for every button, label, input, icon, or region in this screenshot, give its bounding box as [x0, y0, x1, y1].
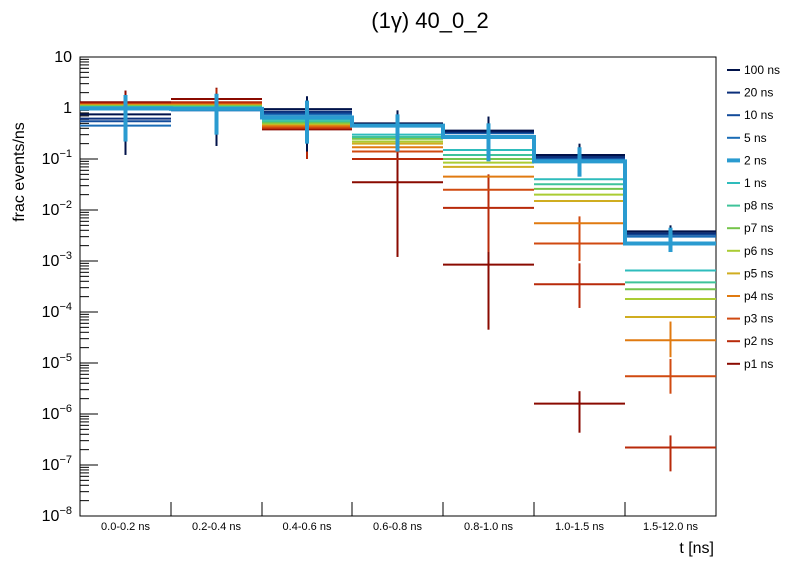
series-2-ns [80, 93, 716, 253]
y-tick-label: 10−1 [42, 148, 72, 168]
y-tick-label: 10−4 [42, 301, 72, 321]
y-tick-label: 10−2 [42, 199, 72, 219]
x-tick-label: 0.2-0.4 ns [192, 521, 241, 533]
chart-title: (1γ) 40_0_2 [371, 8, 488, 33]
legend-label: 100 ns [744, 63, 780, 77]
legend-label: p3 ns [744, 312, 773, 326]
x-tick-label: 1.0-1.5 ns [555, 521, 604, 533]
y-tick-label: 1 [63, 100, 72, 117]
y-tick-label: 10−6 [42, 403, 72, 423]
x-tick-label: 0.8-1.0 ns [464, 521, 513, 533]
legend-label: 20 ns [744, 86, 773, 100]
x-tick-label: 0.6-0.8 ns [373, 521, 422, 533]
legend-label: p5 ns [744, 266, 773, 280]
legend: 100 ns 20 ns 10 ns 5 ns 2 ns 1 ns p8 ns p7 ns p6… [727, 63, 780, 371]
y-tick-label: 10−7 [42, 454, 72, 474]
x-tick-label: 0.0-0.2 ns [101, 521, 150, 533]
legend-label: 5 ns [744, 131, 767, 145]
y-tick-label: 10−3 [42, 250, 72, 270]
x-tick-label: 1.5-12.0 ns [643, 521, 699, 533]
series-layer [80, 87, 716, 472]
legend-label: 10 ns [744, 108, 773, 122]
x-axis-label: t [ns] [679, 540, 714, 557]
x-tick-label: 0.4-0.6 ns [283, 521, 332, 533]
legend-label: p2 ns [744, 334, 773, 348]
legend-label: p6 ns [744, 244, 773, 258]
legend-label: p1 ns [744, 357, 773, 371]
x-axis-ticks: 0.0-0.2 ns 0.2-0.4 ns 0.4-0.6 ns 0.6-0.8 ns… [101, 502, 699, 533]
y-tick-label: 10 [54, 49, 72, 66]
legend-label: p8 ns [744, 199, 773, 213]
y-tick-label: 10−8 [42, 505, 72, 525]
legend-label: p7 ns [744, 221, 773, 235]
legend-label: p4 ns [744, 289, 773, 303]
legend-label: 2 ns [744, 153, 767, 167]
legend-label: 1 ns [744, 176, 767, 190]
y-tick-label: 10−5 [42, 352, 72, 372]
y-axis-label: frac events/ns [11, 122, 28, 222]
